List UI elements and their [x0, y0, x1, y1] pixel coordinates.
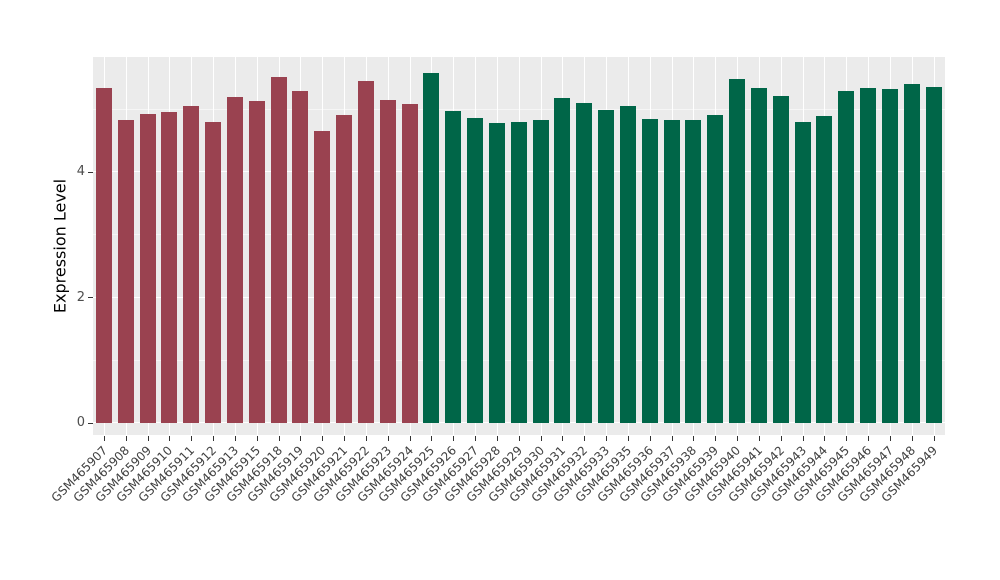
bar-GSM465949 — [925, 86, 942, 423]
x-tick-mark — [889, 436, 891, 441]
bar-GSM465937 — [663, 119, 680, 423]
y-tick-mark — [88, 297, 93, 299]
x-tick-mark — [562, 436, 564, 441]
x-tick-mark — [213, 436, 215, 441]
x-tick-mark — [365, 436, 367, 441]
x-tick-mark — [431, 436, 433, 441]
bar-GSM465940 — [729, 78, 746, 423]
bar-GSM465922 — [357, 81, 374, 423]
bar-GSM465913 — [226, 97, 243, 423]
bar-GSM465943 — [794, 121, 811, 423]
x-tick-mark — [846, 436, 848, 441]
bar-GSM465920 — [314, 130, 331, 423]
x-tick-mark — [387, 436, 389, 441]
x-tick-mark — [234, 436, 236, 441]
bar-GSM465929 — [510, 122, 527, 423]
bar-GSM465921 — [336, 114, 353, 423]
x-tick-mark — [671, 436, 673, 441]
x-tick-mark — [693, 436, 695, 441]
x-tick-mark — [780, 436, 782, 441]
bar-GSM465936 — [641, 118, 658, 423]
bar-GSM465927 — [467, 117, 484, 423]
bar-GSM465942 — [772, 95, 789, 423]
bar-GSM465938 — [685, 120, 702, 423]
bar-GSM465911 — [183, 105, 200, 423]
bar-GSM465941 — [750, 87, 767, 423]
x-tick-mark — [911, 436, 913, 441]
x-tick-mark — [715, 436, 717, 441]
bar-GSM465933 — [598, 109, 615, 423]
bar-GSM465932 — [576, 103, 593, 423]
bar-GSM465924 — [401, 103, 418, 423]
bar-GSM465931 — [554, 98, 571, 423]
x-tick-mark — [191, 436, 193, 441]
y-tick-label: 4 — [76, 164, 85, 180]
y-tick-label: 2 — [76, 289, 85, 305]
bar-GSM465947 — [881, 89, 898, 423]
x-tick-mark — [409, 436, 411, 441]
bar-GSM465919 — [292, 90, 309, 423]
x-tick-mark — [169, 436, 171, 441]
x-tick-mark — [606, 436, 608, 441]
x-tick-mark — [496, 436, 498, 441]
x-tick-mark — [453, 436, 455, 441]
bar-GSM465926 — [445, 110, 462, 423]
x-tick-mark — [344, 436, 346, 441]
x-tick-mark — [125, 436, 127, 441]
x-tick-mark — [475, 436, 477, 441]
x-tick-mark — [649, 436, 651, 441]
x-tick-mark — [518, 436, 520, 441]
bar-GSM465948 — [903, 84, 920, 423]
x-tick-mark — [933, 436, 935, 441]
bar-GSM465909 — [139, 113, 156, 423]
bar-GSM465935 — [619, 105, 636, 423]
x-tick-mark — [824, 436, 826, 441]
bar-GSM465918 — [270, 76, 287, 423]
bar-GSM465944 — [816, 115, 833, 423]
x-tick-mark — [300, 436, 302, 441]
x-tick-mark — [256, 436, 258, 441]
x-tick-mark — [627, 436, 629, 441]
x-tick-mark — [278, 436, 280, 441]
bar-GSM465930 — [532, 120, 549, 423]
bar-GSM465908 — [117, 119, 134, 423]
x-tick-mark — [802, 436, 804, 441]
x-tick-mark — [584, 436, 586, 441]
x-tick-mark — [737, 436, 739, 441]
x-tick-mark — [758, 436, 760, 441]
x-tick-mark — [103, 436, 105, 441]
bar-GSM465912 — [205, 121, 222, 423]
bar-GSM465907 — [95, 88, 112, 423]
bar-GSM465946 — [860, 87, 877, 423]
bar-GSM465925 — [423, 73, 440, 423]
x-tick-mark — [540, 436, 542, 441]
bar-GSM465945 — [838, 90, 855, 423]
x-tick-mark — [322, 436, 324, 441]
bar-GSM465923 — [379, 99, 396, 423]
bar-GSM465939 — [707, 114, 724, 423]
x-tick-mark — [868, 436, 870, 441]
bar-GSM465928 — [488, 123, 505, 423]
y-tick-mark — [88, 171, 93, 173]
bar-GSM465910 — [161, 112, 178, 423]
bar-GSM465915 — [248, 100, 265, 423]
x-tick-mark — [147, 436, 149, 441]
y-tick-mark — [88, 422, 93, 424]
y-tick-label: 0 — [76, 415, 85, 431]
